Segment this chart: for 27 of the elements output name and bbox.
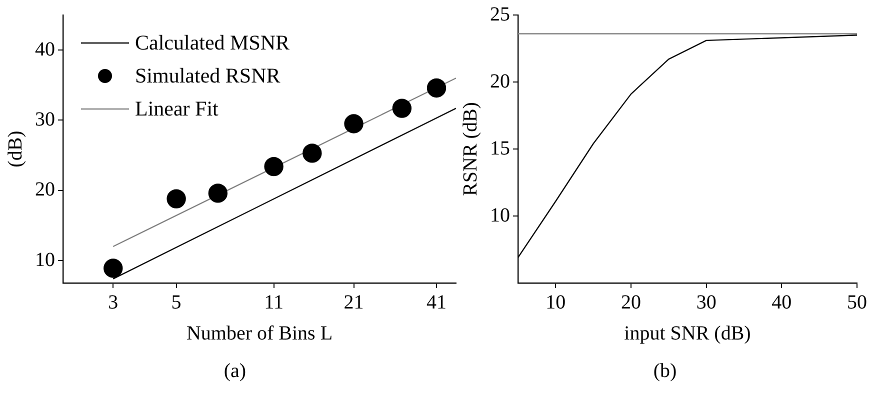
x-tick-label: 41 <box>426 291 447 314</box>
y-tick-label: 10 <box>35 248 55 271</box>
y-tick-label: 20 <box>35 178 55 201</box>
x-tick-label: 50 <box>847 291 867 314</box>
y-tick-label: 40 <box>35 38 55 60</box>
x-tick-label: 21 <box>344 291 364 314</box>
x-tick-label: 3 <box>108 291 118 314</box>
y-tick-label: 25 <box>490 3 510 26</box>
text: (a) <box>222 360 248 383</box>
x-tick-label: 10 <box>546 291 566 314</box>
text: (b) <box>652 360 678 383</box>
y-tick-label: 20 <box>490 70 510 92</box>
x-tick-label: 40 <box>772 291 792 314</box>
x-axis-title: Number of Bins L <box>186 322 333 344</box>
x-tick-label: 11 <box>264 291 284 314</box>
x-axis-title: input SNR (dB) <box>624 322 751 344</box>
legend-label: Simulated RSNR <box>135 64 280 88</box>
legend-label: Linear Fit <box>135 96 219 121</box>
x-tick-label: 20 <box>621 291 641 314</box>
legend-label: Calculated MSNR <box>135 30 290 55</box>
y-tick-label: 15 <box>490 137 510 160</box>
x-tick-label: 30 <box>696 291 716 314</box>
y-axis-title: (dB) <box>4 130 26 168</box>
x-tick-label: 5 <box>171 291 182 314</box>
y-axis-title: RSNR (dB) <box>459 102 482 196</box>
y-tick-label: 30 <box>35 108 55 130</box>
y-tick-label: 10 <box>490 204 510 226</box>
